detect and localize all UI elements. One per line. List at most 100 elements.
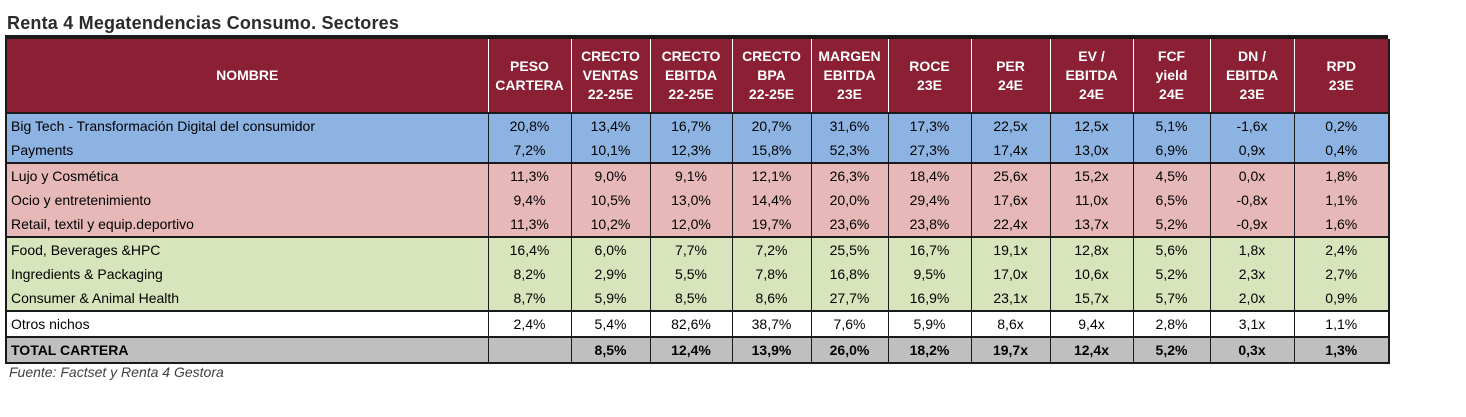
value-cell: 5,7%	[1132, 286, 1210, 311]
value-cell: 10,6x	[1049, 262, 1133, 286]
value-cell: 10,5%	[570, 188, 650, 212]
value-cell: 9,0%	[570, 162, 650, 188]
column-header-line: 23E	[1328, 76, 1354, 93]
value-cell: 7,2%	[487, 138, 571, 163]
table-row: Payments 7,2% 10,1% 12,3% 15,8% 52,3% 27,3% 17,…	[6, 138, 1389, 163]
value-cell: 23,6%	[810, 212, 888, 237]
value-cell: 13,0x	[1049, 138, 1133, 163]
column-header-line: EBITDA	[1225, 67, 1279, 83]
value-cell: 9,5%	[887, 262, 971, 286]
column-header: ROCE 23E	[887, 39, 971, 113]
value-cell: 23,1x	[970, 286, 1050, 311]
source-note: Fuente: Factset y Renta 4 Gestora	[9, 364, 224, 380]
value-cell: 7,2%	[731, 236, 811, 262]
value-cell: 7,6%	[810, 310, 888, 337]
value-cell: 17,6x	[970, 188, 1050, 212]
value-cell: 17,0x	[970, 262, 1050, 286]
value-cell: 5,9%	[887, 310, 971, 337]
table-row: Otros nichos 2,4% 5,4% 82,6% 38,7% 7,6% 5,9% 8,…	[6, 310, 1389, 337]
column-header-line: CRECTO	[581, 48, 640, 64]
value-cell: 11,0x	[1049, 188, 1133, 212]
value-cell: 5,2%	[1132, 212, 1210, 237]
column-header-line: 22-25E	[587, 86, 634, 102]
value-cell: 8,2%	[487, 262, 571, 286]
column-header: EV / EBITDA 24E	[1049, 39, 1133, 113]
column-header: CRECTO VENTAS 22-25E	[570, 39, 650, 113]
value-cell: 12,3%	[649, 138, 732, 163]
value-cell: 20,7%	[731, 112, 811, 138]
sector-name-cell: Ocio y entretenimiento	[6, 188, 488, 212]
sector-name-cell: Otros nichos	[6, 310, 488, 337]
total-value-cell: 26,0%	[810, 336, 888, 364]
sector-name-cell: Ingredients & Packaging	[6, 262, 488, 286]
sector-name-cell: Food, Beverages &HPC	[6, 236, 488, 262]
value-cell: 16,9%	[887, 286, 971, 311]
value-cell: 23,8%	[887, 212, 971, 237]
value-cell: -0,8x	[1209, 188, 1294, 212]
column-header-line: ROCE	[909, 57, 950, 74]
value-cell: 5,9%	[570, 286, 650, 311]
column-header-line: BPA	[757, 67, 786, 83]
value-cell: 1,1%	[1293, 188, 1389, 212]
total-value-cell: 19,7x	[970, 336, 1050, 364]
column-header-line: FCF	[1157, 48, 1186, 64]
table-row: Retail, textil y equip.deportivo 11,3% 10,…	[6, 212, 1389, 237]
value-cell: 18,4%	[887, 162, 971, 188]
value-cell: 11,3%	[487, 162, 571, 188]
column-header: NOMBRE	[6, 39, 488, 113]
total-value-cell: 12,4x	[1049, 336, 1133, 364]
column-header: CRECTO EBITDA 22-25E	[649, 39, 732, 113]
value-cell: 22,5x	[970, 112, 1050, 138]
column-header-line: 23E	[837, 86, 862, 102]
sector-name-cell: Payments	[6, 138, 488, 163]
value-cell: 29,4%	[887, 188, 971, 212]
value-cell: 15,8%	[731, 138, 811, 163]
total-value-cell: 1,3%	[1293, 336, 1389, 364]
value-cell: 2,0x	[1209, 286, 1294, 311]
column-header-line: RPD	[1326, 57, 1357, 74]
column-header-line: 24E	[1079, 86, 1104, 102]
sector-name-cell: Big Tech - Transformación Digital del co…	[6, 112, 488, 138]
value-cell: 26,3%	[810, 162, 888, 188]
value-cell: 12,1%	[731, 162, 811, 188]
total-value-cell: 13,9%	[731, 336, 811, 364]
column-header-line: NOMBRE	[216, 67, 279, 83]
value-cell: 7,7%	[649, 236, 732, 262]
value-cell: 1,6%	[1293, 212, 1389, 237]
total-value-cell: 18,2%	[887, 336, 971, 364]
total-value-cell	[487, 336, 571, 364]
value-cell: 11,3%	[487, 212, 571, 237]
value-cell: 6,0%	[570, 236, 650, 262]
value-cell: 17,4x	[970, 138, 1050, 163]
sector-name-cell: Consumer & Animal Health	[6, 286, 488, 311]
value-cell: 2,9%	[570, 262, 650, 286]
value-cell: 13,4%	[570, 112, 650, 138]
column-header-line: 22-25E	[668, 86, 714, 102]
value-cell: 6,5%	[1132, 188, 1210, 212]
value-cell: 27,7%	[810, 286, 888, 311]
value-cell: 1,1%	[1293, 310, 1389, 337]
column-header-line: VENTAS	[582, 67, 639, 83]
column-header: CRECTO BPA 22-25E	[731, 39, 811, 113]
value-cell: 20,8%	[487, 112, 571, 138]
total-value-cell: 5,2%	[1132, 336, 1210, 364]
column-header-line: 23E	[1239, 86, 1265, 102]
value-cell: 15,7x	[1049, 286, 1133, 311]
value-cell: 20,0%	[810, 188, 888, 212]
table-row: Lujo y Cosmética 11,3% 9,0% 9,1% 12,1% 26,3% 1…	[6, 162, 1389, 188]
value-cell: 15,2x	[1049, 162, 1133, 188]
table-row: Ingredients & Packaging 8,2% 2,9% 5,5% 7,8% 1…	[6, 262, 1389, 286]
value-cell: 5,5%	[649, 262, 732, 286]
value-cell: 2,4%	[487, 310, 571, 337]
column-header: MARGEN EBITDA 23E	[810, 39, 888, 113]
total-value-cell: 8,5%	[570, 336, 650, 364]
value-cell: 10,1%	[570, 138, 650, 163]
value-cell: 4,5%	[1132, 162, 1210, 188]
column-header-line: yield	[1155, 67, 1188, 83]
value-cell: 13,7x	[1049, 212, 1133, 237]
column-header-line: 24E	[998, 76, 1023, 93]
value-cell: 7,8%	[731, 262, 811, 286]
value-cell: 0,9x	[1209, 138, 1294, 163]
column-header-line: 22-25E	[748, 86, 795, 102]
table-row: Food, Beverages &HPC 16,4% 6,0% 7,7% 7,2% 25,…	[6, 236, 1389, 262]
